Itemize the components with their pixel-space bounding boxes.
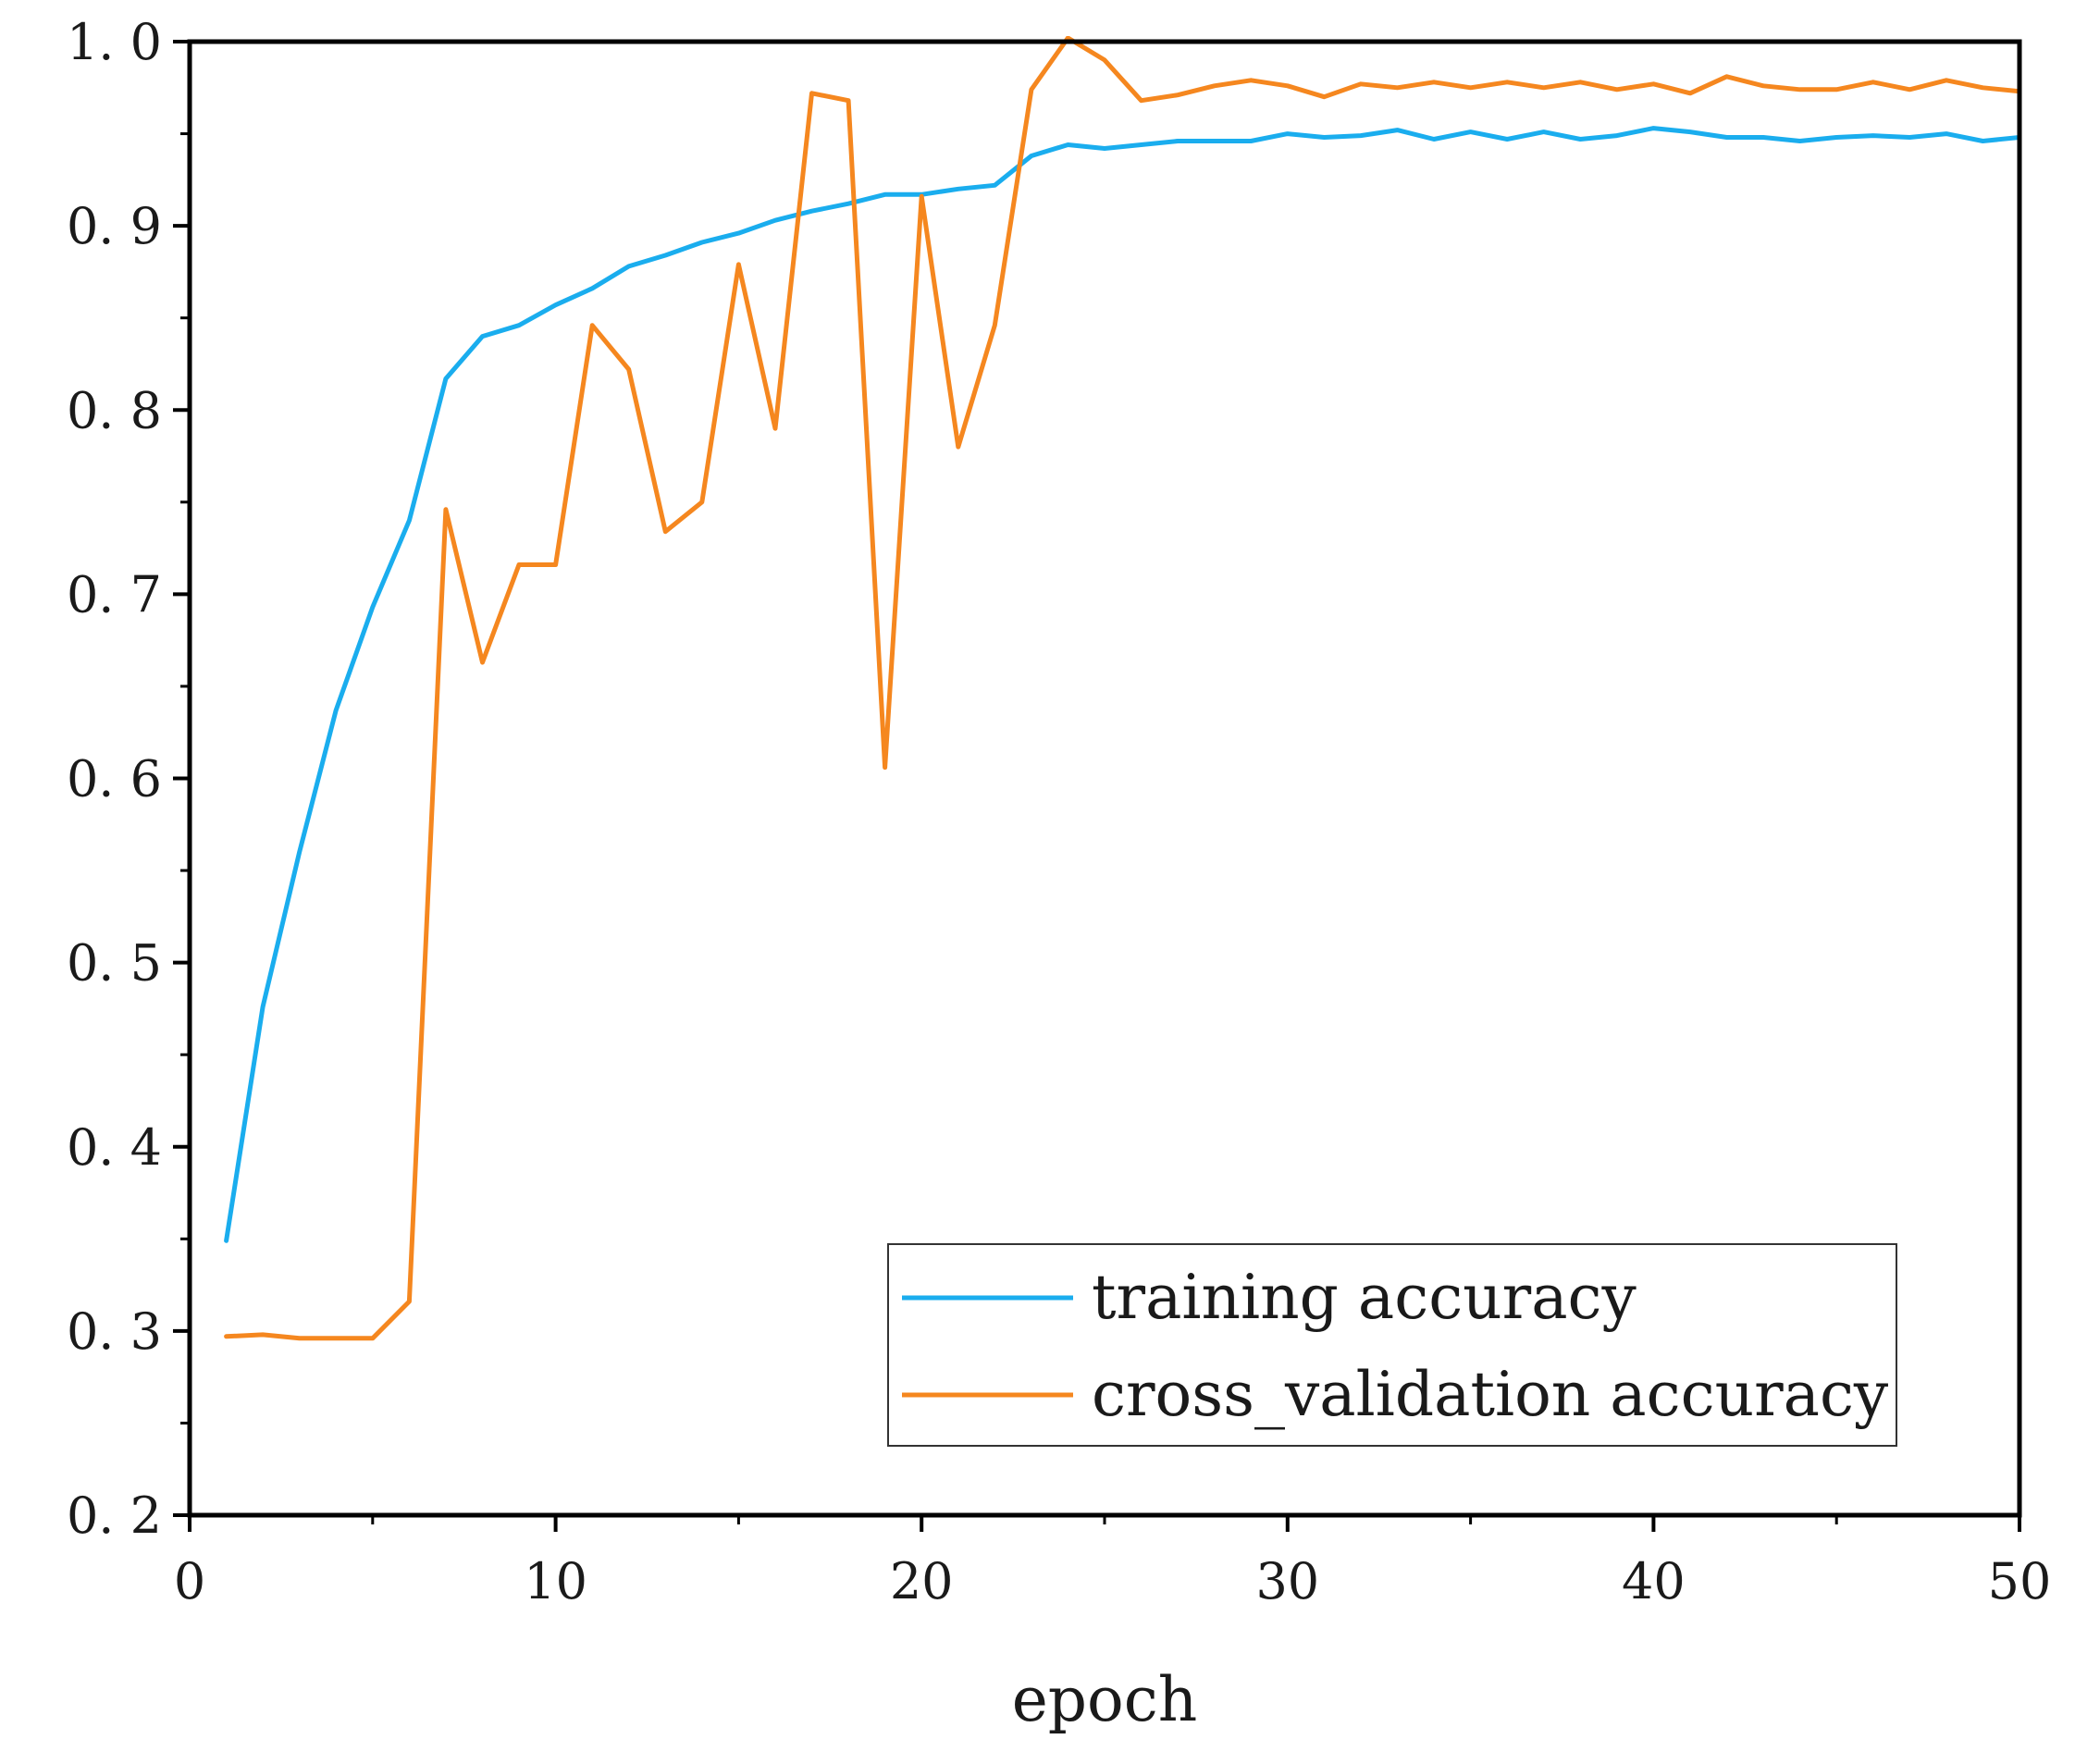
x-tick-label: 0 [174, 1552, 205, 1610]
y-tick-labels: 0. 2 0. 3 0. 4 0. 5 0. 6 0. 7 0. 8 0. 9 1. 0 [67, 13, 162, 1545]
x-tick-label: 50 [1988, 1552, 2052, 1610]
legend-label-training-accuracy: training accuracy [1092, 1262, 1637, 1333]
y-tick-label: 1. 0 [67, 13, 162, 71]
x-axis-title: epoch [1012, 1664, 1198, 1735]
legend-box [887, 1243, 1897, 1447]
plot-area [224, 36, 2019, 1341]
y-tick-label: 0. 3 [67, 1302, 162, 1361]
x-tick-label: 40 [1622, 1552, 1686, 1610]
x-tick-label: 20 [890, 1552, 954, 1610]
series-line-training-accuracy [224, 126, 2019, 1243]
y-tick-label: 0. 8 [67, 381, 162, 439]
legend-label-cross-validation-accuracy: cross_validation accuracy [1092, 1359, 1889, 1430]
series-line-cross-validation-accuracy [224, 36, 2019, 1341]
legend: training accuracy cross_validation accur… [887, 1243, 1897, 1447]
x-tick-labels: 0 10 20 30 40 50 [174, 1552, 2052, 1610]
y-tick-label: 0. 2 [67, 1486, 162, 1545]
y-tick-label: 0. 4 [67, 1118, 162, 1177]
y-tick-label: 0. 5 [67, 934, 162, 993]
y-tick-label: 0. 6 [67, 750, 162, 808]
x-tick-label: 30 [1255, 1552, 1319, 1610]
x-tick-label: 10 [524, 1552, 587, 1610]
y-tick-label: 0. 9 [67, 197, 162, 255]
plot-frame [187, 39, 2022, 1518]
y-tick-label: 0. 7 [67, 565, 162, 623]
